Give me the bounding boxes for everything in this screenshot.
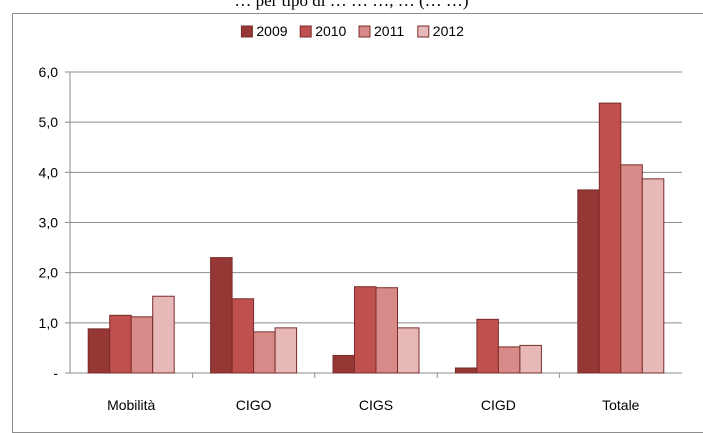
x-tick-label: CIGD	[481, 397, 516, 413]
x-tick-label: Totale	[602, 397, 640, 413]
bar-2012-3	[519, 344, 542, 374]
legend-swatch-2010	[299, 25, 312, 38]
legend-label-2010: 2010	[315, 23, 346, 39]
bar-2010-3	[476, 318, 499, 374]
bar-2010-2	[354, 286, 377, 374]
x-tick-label: Mobilità	[107, 397, 155, 413]
legend-label-2011: 2011	[374, 23, 404, 39]
bar-2011-2	[375, 287, 398, 374]
bar-2011-4	[620, 164, 643, 374]
clipped-chart-title: … per tipo di … … …, … (… …)	[234, 0, 469, 10]
legend-swatch-2009	[240, 25, 253, 38]
legend-label-2009: 2009	[256, 23, 287, 39]
bar-2010-0	[109, 314, 132, 374]
bar-2011-0	[130, 316, 154, 374]
bar-2010-4	[598, 102, 622, 374]
y-tick-label: 4,0	[39, 164, 59, 180]
x-tick-label: CIGS	[359, 397, 393, 413]
bar-2009-1	[210, 257, 233, 374]
bar-2011-1	[253, 331, 276, 374]
y-tick-label: 3,0	[39, 215, 59, 231]
bar-2012-2	[397, 327, 420, 374]
x-tick-label: CIGO	[236, 397, 272, 413]
bar-2009-0	[87, 328, 111, 374]
bar-2010-1	[231, 298, 255, 374]
legend-swatch-2012	[417, 25, 430, 38]
bar-2009-2	[332, 354, 355, 374]
bar-2011-3	[497, 346, 521, 374]
bar-2009-3	[454, 367, 478, 374]
y-tick-label: 1,0	[39, 315, 59, 331]
bar-2012-1	[274, 327, 298, 374]
y-tick-label: 5,0	[39, 114, 59, 130]
y-tick-label: -	[53, 365, 58, 381]
bar-2012-4	[641, 178, 665, 374]
bar-2012-0	[152, 295, 175, 374]
y-tick-label: 6,0	[39, 64, 59, 80]
y-tick-label: 2,0	[39, 265, 59, 281]
legend-swatch-2011	[358, 25, 371, 38]
bar-2009-4	[577, 189, 600, 374]
legend-label-2012: 2012	[433, 23, 464, 39]
